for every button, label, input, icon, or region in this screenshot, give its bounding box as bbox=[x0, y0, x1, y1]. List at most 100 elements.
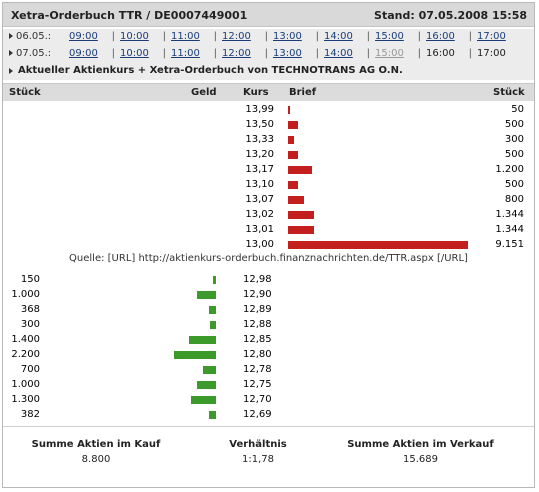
day-date: 07.05.: bbox=[16, 48, 52, 59]
current-quote-link-row[interactable]: Aktueller Aktienkurs + Xetra-Orderbuch v… bbox=[3, 63, 534, 80]
sell-volume-bar bbox=[288, 106, 290, 114]
column-geld: Geld bbox=[191, 87, 217, 98]
time-slot-list: 09:00 | 10:00 | 11:00 | 12:00 | 13:00 | 14:00 | 15:0… bbox=[69, 31, 528, 42]
summary-ratio: Verhältnis 1:1,78 bbox=[203, 439, 313, 465]
buy-quantity: 700 bbox=[20, 364, 40, 375]
timestamp-label: Stand: 07.05.2008 15:58 bbox=[374, 9, 527, 22]
buy-volume-bar bbox=[189, 336, 216, 344]
time-slot-label[interactable]: 12:00 bbox=[222, 48, 251, 59]
summary-ratio-label: Verhältnis bbox=[229, 439, 287, 450]
sell-price: 13,50 bbox=[245, 119, 274, 130]
time-slot-1300[interactable]: 13:00 | bbox=[273, 48, 324, 59]
time-slot-1100[interactable]: 11:00 | bbox=[171, 31, 222, 42]
sell-order-row: 13,10 500 bbox=[3, 179, 534, 192]
time-slot-1600[interactable]: 16:00 | bbox=[426, 31, 477, 42]
summary-buy: Summe Aktien im Kauf 8.800 bbox=[21, 439, 171, 465]
time-slot-1500: 15:00 | bbox=[375, 48, 426, 59]
separator: | bbox=[111, 31, 115, 42]
separator: | bbox=[315, 31, 319, 42]
buy-volume-bar bbox=[210, 321, 216, 329]
buy-volume-bar bbox=[197, 291, 216, 299]
day-row-0605: 06.05.: 09:00 | 10:00 | 11:00 | 12:00 | 13:00 | 14… bbox=[3, 29, 534, 46]
sell-price: 13,07 bbox=[245, 194, 274, 205]
buy-quantity: 150 bbox=[20, 274, 40, 285]
time-slot-label[interactable]: 14:00 bbox=[324, 31, 353, 42]
sell-order-row: 13,00 9.151 bbox=[3, 239, 534, 252]
separator: | bbox=[213, 31, 217, 42]
buy-quantity: 1.000 bbox=[11, 289, 40, 300]
column-kurs: Kurs bbox=[243, 87, 269, 98]
time-slot-label[interactable]: 09:00 bbox=[69, 48, 98, 59]
time-slot-label[interactable]: 13:00 bbox=[273, 31, 302, 42]
buy-order-row: 700 12,78 bbox=[3, 364, 534, 377]
buy-price: 12,78 bbox=[243, 364, 272, 375]
buy-price: 12,75 bbox=[243, 379, 272, 390]
day-date: 06.05.: bbox=[16, 31, 52, 42]
buy-price: 12,70 bbox=[243, 394, 272, 405]
sell-quantity: 500 bbox=[504, 149, 524, 160]
time-slot-1100[interactable]: 11:00 | bbox=[171, 48, 222, 59]
sell-volume-bar bbox=[288, 136, 294, 144]
summary-footer: Summe Aktien im Kauf 8.800 Verhältnis 1:… bbox=[3, 426, 534, 488]
buy-quantity: 368 bbox=[20, 304, 40, 315]
buy-order-row: 368 12,89 bbox=[3, 304, 534, 317]
time-slot-label[interactable]: 13:00 bbox=[273, 48, 302, 59]
separator: | bbox=[264, 31, 268, 42]
time-slot-label[interactable]: 10:00 bbox=[120, 48, 149, 59]
buy-order-row: 1.400 12,85 bbox=[3, 334, 534, 347]
column-header-row: Stück Geld Kurs Brief Stück bbox=[3, 83, 534, 101]
buy-quantity: 1.000 bbox=[11, 379, 40, 390]
time-slot-0900[interactable]: 09:00 | bbox=[69, 48, 120, 59]
time-slot-label[interactable]: 15:00 bbox=[375, 31, 404, 42]
buy-price: 12,89 bbox=[243, 304, 272, 315]
column-brief: Brief bbox=[289, 87, 317, 98]
sell-order-row: 13,01 1.344 bbox=[3, 224, 534, 237]
summary-sell: Summe Aktien im Verkauf 15.689 bbox=[333, 439, 508, 465]
separator: | bbox=[417, 31, 421, 42]
time-slot-label[interactable]: 12:00 bbox=[222, 31, 251, 42]
buy-order-row: 1.300 12,70 bbox=[3, 394, 534, 407]
time-slot-label[interactable]: 16:00 bbox=[426, 31, 455, 42]
sell-price: 13,02 bbox=[245, 209, 274, 220]
time-slot-label[interactable]: 17:00 bbox=[477, 31, 506, 42]
time-slot-label[interactable]: 14:00 bbox=[324, 48, 353, 59]
buy-quantity: 300 bbox=[20, 319, 40, 330]
column-stueck-left: Stück bbox=[9, 87, 41, 98]
time-slot-0900[interactable]: 09:00 | bbox=[69, 31, 120, 42]
buy-order-row: 1.000 12,90 bbox=[3, 289, 534, 302]
time-slot-label[interactable]: 11:00 bbox=[171, 31, 200, 42]
sell-quantity: 1.344 bbox=[495, 209, 524, 220]
separator: | bbox=[264, 48, 268, 59]
summary-buy-label: Summe Aktien im Kauf bbox=[31, 439, 161, 450]
time-slot-label[interactable]: 09:00 bbox=[69, 31, 98, 42]
sell-order-row: 13,99 50 bbox=[3, 104, 534, 117]
time-slot-1500[interactable]: 15:00 | bbox=[375, 31, 426, 42]
time-slot-1300[interactable]: 13:00 | bbox=[273, 31, 324, 42]
time-slot-1000[interactable]: 10:00 | bbox=[120, 48, 171, 59]
time-slot-1400[interactable]: 14:00 | bbox=[324, 31, 375, 42]
triangle-right-icon bbox=[9, 50, 13, 56]
sell-volume-bar bbox=[288, 241, 468, 249]
separator: | bbox=[162, 48, 166, 59]
sell-volume-bar bbox=[288, 196, 304, 204]
sell-quantity: 1.344 bbox=[495, 224, 524, 235]
time-slot-label[interactable]: 10:00 bbox=[120, 31, 149, 42]
sell-volume-bar bbox=[288, 226, 314, 234]
time-slot-1600: 16:00 | bbox=[426, 48, 477, 59]
time-slot-label[interactable]: 11:00 bbox=[171, 48, 200, 59]
time-slot-1000[interactable]: 10:00 | bbox=[120, 31, 171, 42]
separator: | bbox=[468, 31, 472, 42]
time-slot-1200[interactable]: 12:00 | bbox=[222, 31, 273, 42]
time-slot-1200[interactable]: 12:00 | bbox=[222, 48, 273, 59]
separator: | bbox=[111, 48, 115, 59]
buy-quantity: 1.300 bbox=[11, 394, 40, 405]
time-slot-1700[interactable]: 17:00 bbox=[477, 31, 528, 42]
sell-order-row: 13,02 1.344 bbox=[3, 209, 534, 222]
current-quote-link[interactable]: Aktueller Aktienkurs + Xetra-Orderbuch v… bbox=[18, 65, 403, 76]
sell-price: 13,10 bbox=[245, 179, 274, 190]
time-slot-1400[interactable]: 14:00 | bbox=[324, 48, 375, 59]
sell-volume-bar bbox=[288, 121, 298, 129]
buy-volume-bar bbox=[213, 276, 216, 284]
separator: | bbox=[417, 48, 421, 59]
buy-price: 12,98 bbox=[243, 274, 272, 285]
